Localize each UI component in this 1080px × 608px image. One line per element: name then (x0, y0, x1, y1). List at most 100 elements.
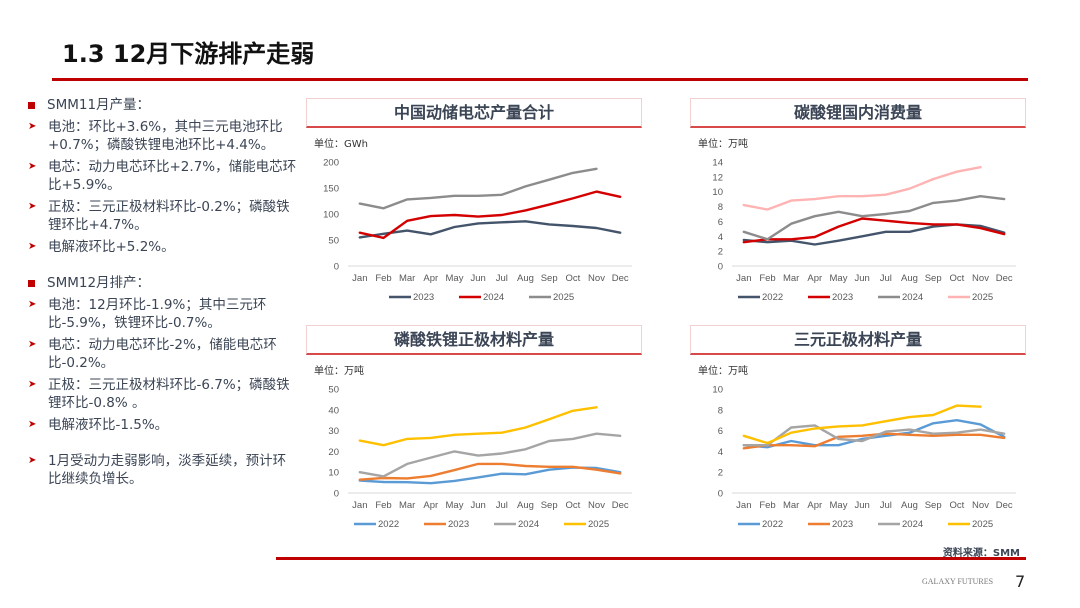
legend-label: 2023 (448, 519, 469, 530)
x-tick-label: Jan (736, 500, 751, 511)
bullet-text: 电解液环比+5.2%。 (48, 239, 175, 255)
x-tick-label: May (830, 500, 848, 511)
arrow-bullet-icon: ➤ (28, 379, 37, 390)
x-tick-label: Feb (759, 500, 775, 511)
outlook-text: 1月受动力走弱影响，淡季延续，预计环比继续负增长。 (48, 453, 287, 487)
x-tick-label: Mar (783, 273, 799, 284)
series-line-2024 (742, 424, 1006, 447)
brand-label: GALAXY FUTURES (922, 577, 994, 586)
x-tick-label: Jul (496, 273, 508, 284)
x-tick-label: Jul (880, 500, 892, 511)
x-tick-label: Mar (399, 500, 415, 511)
y-tick-label: 8 (718, 202, 723, 213)
legend-label: 2022 (378, 519, 399, 530)
series-line-2023 (742, 217, 1006, 244)
x-tick-label: Jul (880, 273, 892, 284)
bullet-item: ➤ 电芯：动力电芯环比+2.7%，储能电芯环比+5.9%。 (28, 158, 298, 194)
x-tick-label: Oct (949, 500, 964, 511)
series-line-2023 (358, 462, 622, 481)
chart-lithium-carbonate-consumption: 0 2 4 6 8 10 12 14 Jan Feb Mar Apr May Jun Jul Aug Sep Oc… (690, 98, 1026, 318)
bullet-item: ➤ 电池：12月环比-1.9%；其中三元环比-5.9%，铁锂环比-0.7%。 (28, 296, 298, 332)
chart-plot: 0 50 100 150 200 Jan Feb Mar Apr May Jun Jul Aug Sep O… (323, 158, 632, 303)
title-divider (52, 78, 1028, 81)
x-tick-label: Aug (901, 500, 918, 511)
bullet-text: 电池：环比+3.6%，其中三元电池环比+0.7%；磷酸铁锂电池环比+4.4%。 (48, 119, 283, 153)
y-tick-label: 8 (718, 405, 723, 416)
square-bullet-icon (28, 279, 35, 287)
y-tick-label: 12 (712, 172, 723, 183)
series-line-2025 (358, 167, 598, 210)
x-tick-label: Apr (807, 273, 822, 284)
x-tick-label: May (830, 273, 848, 284)
bullet-item: ➤ 电池：环比+3.6%，其中三元电池环比+0.7%；磷酸铁锂电池环比+4.4%。 (28, 118, 298, 154)
x-tick-label: Feb (375, 273, 391, 284)
unit-label: 单位：万吨 (698, 139, 748, 150)
series-line-2024 (358, 432, 622, 478)
y-tick-label: 4 (718, 232, 723, 243)
series-line-2024 (358, 190, 622, 240)
x-tick-label: Dec (996, 500, 1013, 511)
x-tick-label: Mar (399, 273, 415, 284)
x-tick-label: Oct (565, 500, 580, 511)
bullet-text: 电解液环比-1.5%。 (48, 417, 169, 433)
x-tick-label: Mar (783, 500, 799, 511)
y-tick-label: 14 (712, 158, 723, 169)
bullet-text: 电池：12月环比-1.9%；其中三元环比-5.9%，铁锂环比-0.7%。 (48, 297, 267, 331)
y-tick-label: 10 (712, 385, 723, 396)
x-tick-label: Jan (352, 500, 367, 511)
bullet-item: ➤ 电芯：动力电芯环比-2%，储能电芯环比-0.2%。 (28, 336, 298, 372)
arrow-bullet-icon: ➤ (28, 121, 37, 132)
bullet-text: 正极：三元正极材料环比-6.7%；磷酸铁锂环比-0.8% 。 (48, 377, 290, 411)
series-line-2022 (358, 466, 622, 485)
x-tick-label: Nov (972, 273, 989, 284)
legend-label: 2025 (588, 519, 609, 530)
series-line-2023 (742, 432, 1006, 450)
x-tick-label: Jul (496, 500, 508, 511)
y-tick-label: 10 (328, 468, 339, 479)
y-tick-label: 50 (328, 385, 339, 396)
chart-plot: 0 10 20 30 40 50 Jan Feb Mar Apr May Jun Jul Aug Sep Oc… (328, 385, 632, 530)
x-tick-label: May (446, 273, 464, 284)
bullet-item: ➤ 电解液环比-1.5%。 (28, 416, 298, 434)
legend-label: 2023 (832, 292, 853, 303)
y-tick-label: 0 (334, 262, 339, 273)
bullet-text: 电芯：动力电芯环比-2%，储能电芯环比-0.2%。 (48, 337, 277, 371)
y-tick-label: 2 (718, 247, 723, 258)
legend-label: 2025 (972, 292, 993, 303)
arrow-bullet-icon: ➤ (28, 241, 37, 252)
x-tick-label: Jan (352, 273, 367, 284)
y-tick-label: 200 (323, 158, 339, 169)
legend-label: 2024 (902, 292, 923, 303)
outlook-item: ➤ 1月受动力走弱影响，淡季延续，预计环比继续负增长。 (28, 452, 298, 488)
x-tick-label: Apr (423, 500, 438, 511)
section-heading-december: SMM12月排产： (28, 274, 298, 292)
series-line-2025 (742, 165, 982, 211)
x-tick-label: Nov (588, 500, 605, 511)
legend-label: 2025 (553, 292, 574, 303)
series-line-2022 (742, 223, 1006, 246)
x-tick-label: Oct (949, 273, 964, 284)
x-tick-label: Dec (612, 273, 629, 284)
x-tick-label: Jun (855, 500, 870, 511)
chart-title: 磷酸铁锂正极材料产量 (306, 325, 642, 355)
y-tick-label: 10 (712, 187, 723, 198)
legend-label: 2024 (902, 519, 923, 530)
series-line-2023 (358, 220, 622, 239)
x-tick-label: Aug (901, 273, 918, 284)
arrow-bullet-icon: ➤ (28, 299, 37, 310)
x-tick-label: Dec (996, 273, 1013, 284)
square-bullet-icon (28, 101, 35, 109)
arrow-bullet-icon: ➤ (28, 339, 37, 350)
chart-plot: 0 2 4 6 8 10 12 14 Jan Feb Mar Apr May Jun Jul Aug Sep Oc… (712, 158, 1016, 303)
x-tick-label: Sep (925, 500, 942, 511)
x-tick-label: Sep (925, 273, 942, 284)
bullet-item: ➤ 电解液环比+5.2%。 (28, 238, 298, 256)
section-heading-november: SMM11月产量： (28, 96, 298, 114)
y-tick-label: 30 (328, 426, 339, 437)
y-tick-label: 0 (718, 262, 723, 273)
bullet-item: ➤ 正极：三元正极材料环比-6.7%；磷酸铁锂环比-0.8% 。 (28, 376, 298, 412)
legend-label: 2025 (972, 519, 993, 530)
x-tick-label: Jun (855, 273, 870, 284)
y-tick-label: 6 (718, 217, 723, 228)
arrow-bullet-icon: ➤ (28, 161, 37, 172)
